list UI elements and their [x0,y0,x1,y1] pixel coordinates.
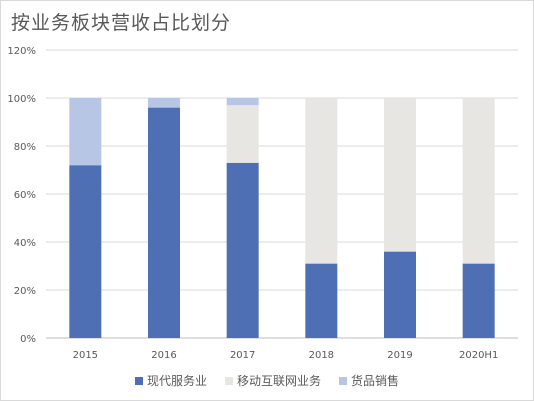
y-tick-label: 80% [14,142,36,153]
bar-segment [69,98,102,166]
legend-label: 货品销售 [351,374,400,388]
bar-segment [305,98,338,264]
legend-item: 现代服务业 [134,372,207,389]
legend-swatch [224,376,233,385]
legend-item: 移动互联网业务 [224,372,321,389]
bar-segment [462,98,495,264]
bar-segment [384,98,416,252]
x-tick-label: 2020H1 [459,350,498,361]
chart-title: 按业务板块营收占比划分 [11,12,232,34]
x-tick-label: 2016 [151,350,176,361]
x-tick-label: 2018 [309,350,334,361]
legend-swatch [134,376,143,385]
bar-segment [226,105,259,163]
bar-segment [462,263,495,338]
y-tick-label: 40% [14,238,36,249]
x-tick-label: 2017 [230,350,255,361]
bar-segment [148,98,180,108]
legend-label: 现代服务业 [146,374,207,388]
bar-segment [69,165,102,338]
y-tick-label: 120% [7,46,36,57]
y-tick-label: 60% [14,190,36,201]
chart-legend: 现代服务业 移动互联网业务 货品销售 [0,372,534,389]
y-tick-label: 100% [7,94,36,105]
bar-segment [384,251,416,338]
x-tick-label: 2015 [73,350,98,361]
bar-segment [148,107,180,338]
x-tick-label: 2019 [387,350,412,361]
legend-swatch [339,376,347,385]
bar-segment [305,263,338,338]
bar-segment [226,162,259,338]
bar-segment [226,98,259,106]
y-tick-label: 0% [20,334,36,345]
legend-label: 移动互联网业务 [236,374,321,388]
legend-item: 货品销售 [339,372,399,389]
y-tick-label: 20% [14,286,36,297]
